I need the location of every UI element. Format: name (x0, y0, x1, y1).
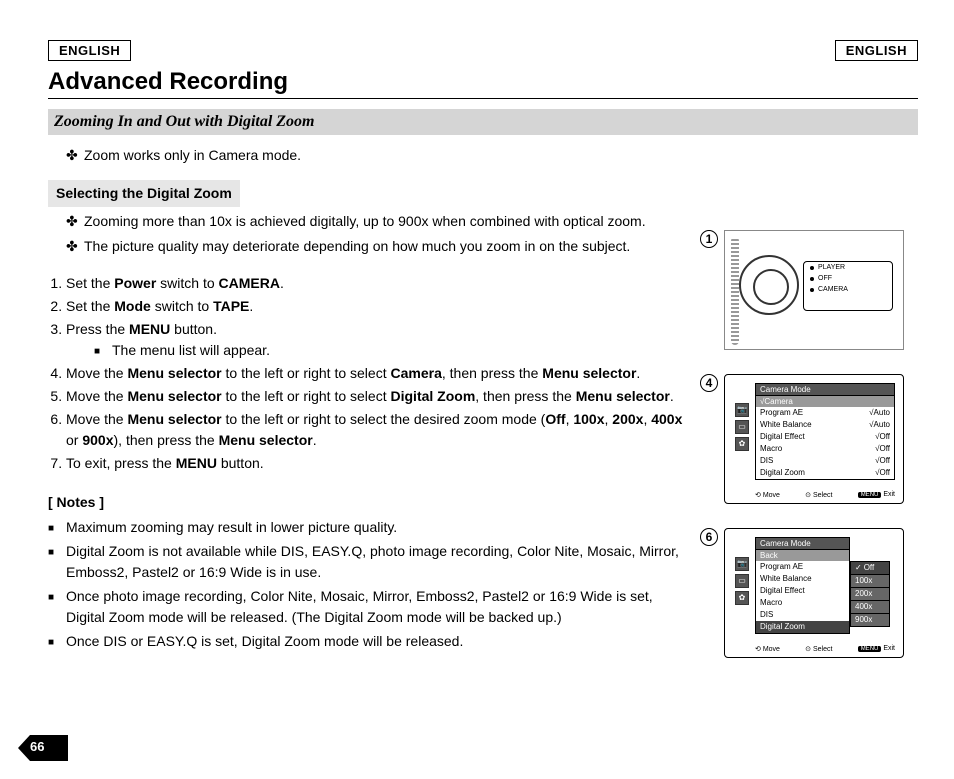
note-1: Maximum zooming may result in lower pict… (66, 517, 397, 538)
section-subtitle: Zooming In and Out with Digital Zoom (48, 109, 918, 135)
sub-bullet-1: ✤ Zooming more than 10x is achieved digi… (48, 211, 688, 232)
square-icon: ■ (94, 340, 112, 361)
menu-screen-4: 📷 ▭ ✿ Camera Mode √Camera Program AE√Aut… (724, 374, 904, 504)
note-2: Digital Zoom is not available while DIS,… (66, 541, 688, 583)
step-4: Move the Menu selector to the left or ri… (66, 363, 688, 384)
zoom-option-900x: 900x (850, 614, 890, 627)
tape-icon: ▭ (735, 574, 749, 588)
gear-icon: ✿ (735, 437, 749, 451)
bullet-icon: ✤ (66, 236, 84, 257)
figure-number-1: 1 (700, 230, 718, 248)
square-icon: ■ (48, 517, 66, 538)
figure-number-6: 6 (700, 528, 718, 546)
page-number: 66 (30, 739, 44, 754)
note-4: Once DIS or EASY.Q is set, Digital Zoom … (66, 631, 463, 652)
figure-number-4: 4 (700, 374, 718, 392)
step-3-sub: The menu list will appear. (112, 340, 270, 361)
cam-icon: 📷 (735, 557, 749, 571)
square-icon: ■ (48, 631, 66, 652)
title-rule (48, 98, 918, 99)
mode-screen: PLAYER OFF CAMERA (803, 261, 893, 311)
menu-back: Back (755, 550, 850, 561)
step-7: To exit, press the MENU button. (66, 453, 688, 474)
menu-screen-6: 📷 ▭ ✿ Camera Mode Back Program AE White … (724, 528, 904, 658)
power-dial-icon (739, 255, 799, 315)
gear-icon: ✿ (735, 591, 749, 605)
menu-selected: √Camera (755, 396, 895, 407)
menu-footer: ⟲ Move ⊙ Select MENU Exit (755, 491, 895, 499)
zoom-option-400x: 400x (850, 601, 890, 614)
zoom-option-100x: 100x (850, 575, 890, 588)
step-3: Press the MENU button. ■The menu list wi… (66, 319, 688, 361)
bullet-icon: ✤ (66, 145, 84, 166)
note-3: Once photo image recording, Color Nite, … (66, 586, 688, 628)
menu-footer: ⟲ Move ⊙ Select MENU Exit (755, 645, 895, 653)
bullet-icon: ✤ (66, 211, 84, 232)
page-number-badge: 66 (18, 735, 68, 761)
step-5: Move the Menu selector to the left or ri… (66, 386, 688, 407)
zoom-option-off: Off (850, 561, 890, 575)
square-icon: ■ (48, 586, 66, 628)
intro-bullet: ✤ Zoom works only in Camera mode. (48, 145, 688, 166)
square-icon: ■ (48, 541, 66, 583)
page-title: Advanced Recording (48, 68, 918, 96)
step-6: Move the Menu selector to the left or ri… (66, 409, 688, 451)
lang-label-left: ENGLISH (48, 40, 131, 61)
sub-bullet-text: Zooming more than 10x is achieved digita… (84, 211, 646, 232)
intro-text: Zoom works only in Camera mode. (84, 145, 301, 166)
lang-label-right: ENGLISH (835, 40, 918, 61)
menu-header: Camera Mode (755, 383, 895, 396)
notes-list: ■Maximum zooming may result in lower pic… (48, 517, 688, 652)
sub-bullet-2: ✤ The picture quality may deteriorate de… (48, 236, 688, 257)
figure-1: 1 PLAYER OFF CAMERA (700, 230, 910, 350)
subheading: Selecting the Digital Zoom (48, 180, 240, 207)
figure-4: 4 📷 ▭ ✿ Camera Mode √Camera Program AE√A… (700, 374, 910, 504)
figure-6: 6 📷 ▭ ✿ Camera Mode Back Program AE Whit… (700, 528, 910, 658)
tape-icon: ▭ (735, 420, 749, 434)
steps-list: Set the Power switch to CAMERA. Set the … (48, 273, 688, 474)
sub-bullet-text: The picture quality may deteriorate depe… (84, 236, 630, 257)
menu-header: Camera Mode (755, 537, 850, 550)
camera-illustration: PLAYER OFF CAMERA (724, 230, 904, 350)
step-1: Set the Power switch to CAMERA. (66, 273, 688, 294)
cam-icon: 📷 (735, 403, 749, 417)
zoom-option-200x: 200x (850, 588, 890, 601)
step-2: Set the Mode switch to TAPE. (66, 296, 688, 317)
notes-heading: [ Notes ] (48, 492, 688, 513)
